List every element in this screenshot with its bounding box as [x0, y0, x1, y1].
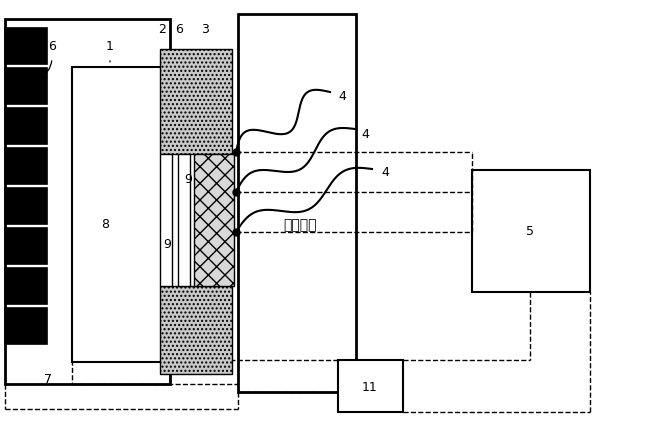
Text: 6: 6: [175, 23, 183, 36]
Text: 4: 4: [381, 166, 389, 179]
Bar: [5, 20, 170, 384]
Bar: [178, 155, 190, 286]
Text: 3: 3: [201, 23, 209, 36]
Text: 2: 2: [158, 23, 166, 36]
Bar: [238, 15, 356, 392]
Text: 4: 4: [361, 128, 369, 141]
Bar: [5, 149, 47, 184]
Text: 4: 4: [338, 90, 346, 103]
Bar: [5, 188, 47, 224]
Bar: [72, 68, 165, 362]
Text: 9: 9: [184, 173, 192, 186]
Bar: [5, 109, 47, 145]
Bar: [472, 171, 590, 293]
Bar: [160, 50, 232, 155]
Bar: [338, 360, 403, 412]
Text: 6: 6: [48, 40, 56, 53]
Bar: [5, 268, 47, 304]
Bar: [5, 308, 47, 344]
Bar: [5, 69, 47, 105]
Text: 11: 11: [362, 381, 378, 394]
Bar: [160, 155, 172, 286]
Text: 5: 5: [526, 225, 534, 238]
Text: 7: 7: [44, 373, 52, 386]
Bar: [194, 155, 234, 286]
Text: 被测物体: 被测物体: [283, 217, 317, 231]
Text: 9: 9: [163, 238, 171, 251]
Bar: [160, 286, 232, 374]
Bar: [5, 29, 47, 65]
Text: 1: 1: [106, 40, 114, 53]
Text: 8: 8: [101, 218, 109, 231]
Bar: [5, 228, 47, 264]
